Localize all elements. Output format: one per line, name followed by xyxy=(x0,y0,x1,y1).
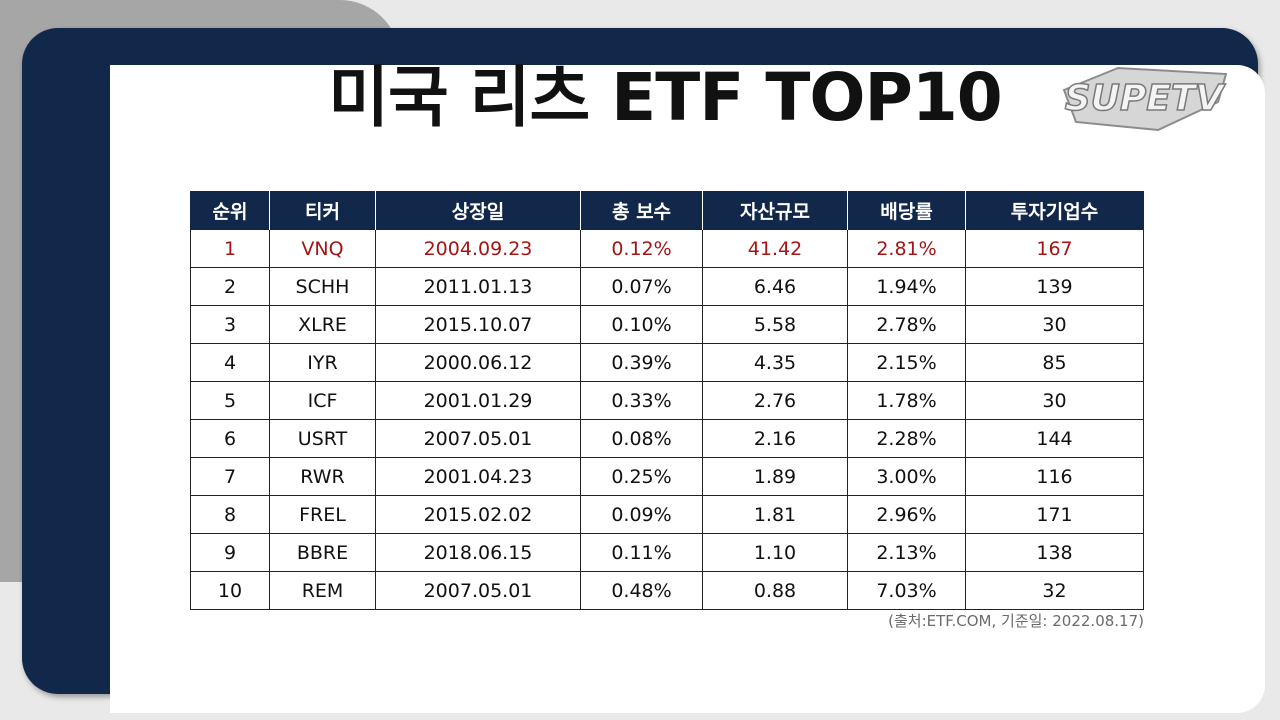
cell-asset-size: 6.46 xyxy=(702,267,848,306)
cell-rank: 9 xyxy=(190,533,270,572)
cell-dividend-yield: 2.15% xyxy=(847,343,966,382)
cell-asset-size: 2.76 xyxy=(702,381,848,420)
cell-holdings-count: 139 xyxy=(965,267,1144,306)
cell-rank: 1 xyxy=(190,229,270,268)
table-row: 7 RWR 2001.04.23 0.25% 1.89 3.00% 116 xyxy=(190,457,1144,496)
cell-expense-ratio: 0.07% xyxy=(580,267,703,306)
table-row: 8 FREL 2015.02.02 0.09% 1.81 2.96% 171 xyxy=(190,495,1144,534)
cell-dividend-yield: 2.81% xyxy=(847,229,966,268)
header-holdings-count: 투자기업수 xyxy=(965,191,1144,230)
cell-expense-ratio: 0.08% xyxy=(580,419,703,458)
cell-expense-ratio: 0.10% xyxy=(580,305,703,344)
cell-holdings-count: 85 xyxy=(965,343,1144,382)
cell-ticker: XLRE xyxy=(269,305,376,344)
cell-ticker: REM xyxy=(269,571,376,610)
cell-rank: 8 xyxy=(190,495,270,534)
cell-listing-date: 2007.05.01 xyxy=(375,571,581,610)
cell-holdings-count: 144 xyxy=(965,419,1144,458)
cell-rank: 10 xyxy=(190,571,270,610)
cell-listing-date: 2015.10.07 xyxy=(375,305,581,344)
cell-rank: 4 xyxy=(190,343,270,382)
cell-expense-ratio: 0.11% xyxy=(580,533,703,572)
table-row: 9 BBRE 2018.06.15 0.11% 1.10 2.13% 138 xyxy=(190,533,1144,572)
cell-asset-size: 4.35 xyxy=(702,343,848,382)
cell-expense-ratio: 0.09% xyxy=(580,495,703,534)
cell-holdings-count: 30 xyxy=(965,381,1144,420)
cell-dividend-yield: 2.13% xyxy=(847,533,966,572)
cell-listing-date: 2018.06.15 xyxy=(375,533,581,572)
cell-dividend-yield: 2.78% xyxy=(847,305,966,344)
header-dividend-yield: 배당률 xyxy=(847,191,966,230)
cell-listing-date: 2011.01.13 xyxy=(375,267,581,306)
table-row: 6 USRT 2007.05.01 0.08% 2.16 2.28% 144 xyxy=(190,419,1144,458)
header-expense-ratio: 총 보수 xyxy=(580,191,703,230)
page-title: 미국 리츠 ETF TOP10 xyxy=(328,59,1002,136)
cell-holdings-count: 138 xyxy=(965,533,1144,572)
etf-table: 순위 티커 상장일 총 보수 자산규모 배당률 투자기업수 1 VNQ 2004… xyxy=(190,191,1144,610)
cell-asset-size: 0.88 xyxy=(702,571,848,610)
cell-holdings-count: 171 xyxy=(965,495,1144,534)
cell-rank: 2 xyxy=(190,267,270,306)
cell-ticker: RWR xyxy=(269,457,376,496)
cell-rank: 6 xyxy=(190,419,270,458)
cell-ticker: SCHH xyxy=(269,267,376,306)
cell-ticker: ICF xyxy=(269,381,376,420)
cell-holdings-count: 116 xyxy=(965,457,1144,496)
cell-dividend-yield: 2.28% xyxy=(847,419,966,458)
cell-ticker: IYR xyxy=(269,343,376,382)
supetv-logo: SUPETV xyxy=(1058,52,1230,136)
cell-listing-date: 2004.09.23 xyxy=(375,229,581,268)
cell-expense-ratio: 0.25% xyxy=(580,457,703,496)
cell-dividend-yield: 1.94% xyxy=(847,267,966,306)
source-note: (출처:ETF.COM, 기준일: 2022.08.17) xyxy=(888,612,1144,630)
cell-asset-size: 1.10 xyxy=(702,533,848,572)
cell-dividend-yield: 2.96% xyxy=(847,495,966,534)
table-row: 2 SCHH 2011.01.13 0.07% 6.46 1.94% 139 xyxy=(190,267,1144,306)
cell-dividend-yield: 3.00% xyxy=(847,457,966,496)
table-header-row: 순위 티커 상장일 총 보수 자산규모 배당률 투자기업수 xyxy=(190,191,1144,230)
header-listing-date: 상장일 xyxy=(375,191,581,230)
cell-ticker: FREL xyxy=(269,495,376,534)
cell-holdings-count: 30 xyxy=(965,305,1144,344)
cell-dividend-yield: 7.03% xyxy=(847,571,966,610)
cell-listing-date: 2001.04.23 xyxy=(375,457,581,496)
cell-listing-date: 2015.02.02 xyxy=(375,495,581,534)
cell-rank: 5 xyxy=(190,381,270,420)
cell-asset-size: 2.16 xyxy=(702,419,848,458)
cell-listing-date: 2001.01.29 xyxy=(375,381,581,420)
cell-ticker: USRT xyxy=(269,419,376,458)
cell-holdings-count: 167 xyxy=(965,229,1144,268)
table-row: 5 ICF 2001.01.29 0.33% 2.76 1.78% 30 xyxy=(190,381,1144,420)
table-row: 4 IYR 2000.06.12 0.39% 4.35 2.15% 85 xyxy=(190,343,1144,382)
header-ticker: 티커 xyxy=(269,191,376,230)
cell-dividend-yield: 1.78% xyxy=(847,381,966,420)
cell-listing-date: 2000.06.12 xyxy=(375,343,581,382)
cell-expense-ratio: 0.48% xyxy=(580,571,703,610)
header-rank: 순위 xyxy=(190,191,270,230)
logo-text: SUPETV xyxy=(1065,78,1227,119)
cell-ticker: VNQ xyxy=(269,229,376,268)
table-row: 10 REM 2007.05.01 0.48% 0.88 7.03% 32 xyxy=(190,571,1144,610)
cell-expense-ratio: 0.33% xyxy=(580,381,703,420)
cell-asset-size: 1.81 xyxy=(702,495,848,534)
cell-holdings-count: 32 xyxy=(965,571,1144,610)
table-row: 1 VNQ 2004.09.23 0.12% 41.42 2.81% 167 xyxy=(190,229,1144,268)
cell-asset-size: 41.42 xyxy=(702,229,848,268)
table-row: 3 XLRE 2015.10.07 0.10% 5.58 2.78% 30 xyxy=(190,305,1144,344)
cell-ticker: BBRE xyxy=(269,533,376,572)
header-asset-size: 자산규모 xyxy=(702,191,848,230)
cell-rank: 3 xyxy=(190,305,270,344)
cell-rank: 7 xyxy=(190,457,270,496)
cell-expense-ratio: 0.12% xyxy=(580,229,703,268)
cell-asset-size: 5.58 xyxy=(702,305,848,344)
cell-asset-size: 1.89 xyxy=(702,457,848,496)
cell-listing-date: 2007.05.01 xyxy=(375,419,581,458)
cell-expense-ratio: 0.39% xyxy=(580,343,703,382)
